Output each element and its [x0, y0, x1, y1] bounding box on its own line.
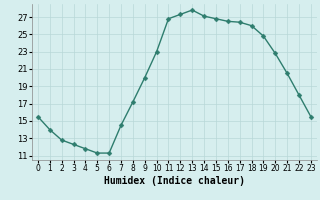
X-axis label: Humidex (Indice chaleur): Humidex (Indice chaleur) [104, 176, 245, 186]
